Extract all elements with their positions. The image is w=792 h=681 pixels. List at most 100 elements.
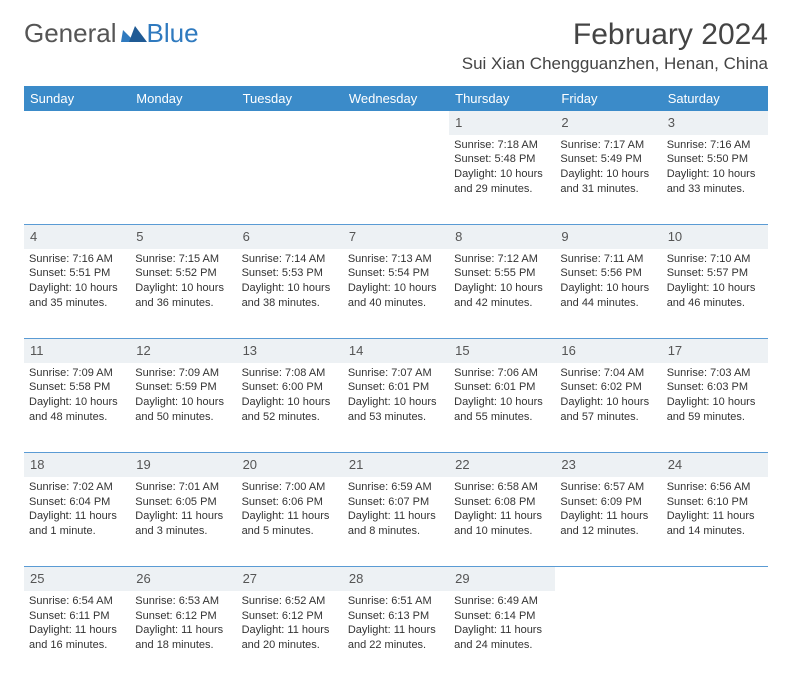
- sunrise-text: Sunrise: 7:16 AM: [667, 138, 763, 153]
- daylight-text: and 38 minutes.: [242, 296, 338, 311]
- day-number: 13: [237, 339, 343, 363]
- daylight-text: and 3 minutes.: [135, 524, 231, 539]
- day-cell: Sunrise: 7:18 AMSunset: 5:48 PMDaylight:…: [449, 135, 555, 225]
- sunrise-text: Sunrise: 6:51 AM: [348, 594, 444, 609]
- sunrise-text: Sunrise: 7:01 AM: [135, 480, 231, 495]
- day-cell: [343, 135, 449, 225]
- sunrise-text: Sunrise: 6:56 AM: [667, 480, 763, 495]
- day-number: 27: [237, 567, 343, 591]
- day-cell: Sunrise: 7:01 AMSunset: 6:05 PMDaylight:…: [130, 477, 236, 567]
- daylight-text: Daylight: 11 hours: [29, 623, 125, 638]
- day-number: 29: [449, 567, 555, 591]
- day-number: 24: [662, 453, 768, 477]
- daylight-text: and 35 minutes.: [29, 296, 125, 311]
- sunrise-text: Sunrise: 6:59 AM: [348, 480, 444, 495]
- sunset-text: Sunset: 6:12 PM: [242, 609, 338, 624]
- day-cell: Sunrise: 6:59 AMSunset: 6:07 PMDaylight:…: [343, 477, 449, 567]
- daylight-text: Daylight: 11 hours: [29, 509, 125, 524]
- daylight-text: and 59 minutes.: [667, 410, 763, 425]
- daylight-text: and 8 minutes.: [348, 524, 444, 539]
- sunrise-text: Sunrise: 7:12 AM: [454, 252, 550, 267]
- daylight-text: Daylight: 10 hours: [242, 281, 338, 296]
- day-number: 12: [130, 339, 236, 363]
- day-number: 28: [343, 567, 449, 591]
- day-number: [130, 111, 236, 135]
- day-number: [343, 111, 449, 135]
- sunset-text: Sunset: 5:50 PM: [667, 152, 763, 167]
- sunset-text: Sunset: 6:10 PM: [667, 495, 763, 510]
- day-number: 22: [449, 453, 555, 477]
- daylight-text: Daylight: 10 hours: [560, 167, 656, 182]
- daylight-text: Daylight: 10 hours: [454, 167, 550, 182]
- sunset-text: Sunset: 5:58 PM: [29, 380, 125, 395]
- day-cell: Sunrise: 7:10 AMSunset: 5:57 PMDaylight:…: [662, 249, 768, 339]
- daylight-text: Daylight: 10 hours: [667, 167, 763, 182]
- day-cell: Sunrise: 7:02 AMSunset: 6:04 PMDaylight:…: [24, 477, 130, 567]
- sunrise-text: Sunrise: 7:17 AM: [560, 138, 656, 153]
- day-cell: [130, 135, 236, 225]
- sunrise-text: Sunrise: 7:09 AM: [29, 366, 125, 381]
- daylight-text: Daylight: 10 hours: [135, 395, 231, 410]
- sunrise-text: Sunrise: 7:07 AM: [348, 366, 444, 381]
- daylight-text: and 16 minutes.: [29, 638, 125, 653]
- day-number: 7: [343, 225, 449, 249]
- day-cell: Sunrise: 6:57 AMSunset: 6:09 PMDaylight:…: [555, 477, 661, 567]
- sunset-text: Sunset: 5:55 PM: [454, 266, 550, 281]
- sunset-text: Sunset: 5:52 PM: [135, 266, 231, 281]
- sunset-text: Sunset: 5:54 PM: [348, 266, 444, 281]
- sunrise-text: Sunrise: 6:57 AM: [560, 480, 656, 495]
- calendar-table: SundayMondayTuesdayWednesdayThursdayFrid…: [24, 86, 768, 681]
- day-header: Sunday: [24, 86, 130, 111]
- sunrise-text: Sunrise: 7:08 AM: [242, 366, 338, 381]
- daylight-text: Daylight: 10 hours: [29, 281, 125, 296]
- daynum-row: 123: [24, 111, 768, 135]
- sunset-text: Sunset: 5:57 PM: [667, 266, 763, 281]
- day-number: 6: [237, 225, 343, 249]
- sunset-text: Sunset: 6:02 PM: [560, 380, 656, 395]
- day-number: 10: [662, 225, 768, 249]
- daylight-text: Daylight: 10 hours: [29, 395, 125, 410]
- daylight-text: and 36 minutes.: [135, 296, 231, 311]
- daylight-text: Daylight: 11 hours: [135, 509, 231, 524]
- sunrise-text: Sunrise: 7:03 AM: [667, 366, 763, 381]
- daylight-text: and 14 minutes.: [667, 524, 763, 539]
- daylight-text: and 44 minutes.: [560, 296, 656, 311]
- daylight-text: Daylight: 10 hours: [135, 281, 231, 296]
- daylight-text: Daylight: 11 hours: [348, 509, 444, 524]
- daylight-text: Daylight: 10 hours: [242, 395, 338, 410]
- sunrise-text: Sunrise: 7:16 AM: [29, 252, 125, 267]
- sunrise-text: Sunrise: 7:00 AM: [242, 480, 338, 495]
- day-number: 15: [449, 339, 555, 363]
- day-number: 17: [662, 339, 768, 363]
- day-cell: [662, 591, 768, 681]
- sunset-text: Sunset: 5:51 PM: [29, 266, 125, 281]
- daylight-text: Daylight: 10 hours: [667, 281, 763, 296]
- day-number: 21: [343, 453, 449, 477]
- day-number: 1: [449, 111, 555, 135]
- day-cell: Sunrise: 6:53 AMSunset: 6:12 PMDaylight:…: [130, 591, 236, 681]
- sunset-text: Sunset: 6:03 PM: [667, 380, 763, 395]
- daylight-text: Daylight: 11 hours: [242, 509, 338, 524]
- day-number: [24, 111, 130, 135]
- day-cell: Sunrise: 6:58 AMSunset: 6:08 PMDaylight:…: [449, 477, 555, 567]
- daylight-text: Daylight: 11 hours: [667, 509, 763, 524]
- day-cell: Sunrise: 7:13 AMSunset: 5:54 PMDaylight:…: [343, 249, 449, 339]
- week-content-row: Sunrise: 7:16 AMSunset: 5:51 PMDaylight:…: [24, 249, 768, 339]
- daylight-text: Daylight: 11 hours: [242, 623, 338, 638]
- day-cell: Sunrise: 7:03 AMSunset: 6:03 PMDaylight:…: [662, 363, 768, 453]
- daylight-text: Daylight: 11 hours: [135, 623, 231, 638]
- day-number: 4: [24, 225, 130, 249]
- daylight-text: Daylight: 10 hours: [560, 395, 656, 410]
- daylight-text: and 1 minute.: [29, 524, 125, 539]
- sunset-text: Sunset: 6:14 PM: [454, 609, 550, 624]
- day-cell: Sunrise: 7:12 AMSunset: 5:55 PMDaylight:…: [449, 249, 555, 339]
- day-cell: Sunrise: 7:16 AMSunset: 5:51 PMDaylight:…: [24, 249, 130, 339]
- sunset-text: Sunset: 6:06 PM: [242, 495, 338, 510]
- day-cell: Sunrise: 7:04 AMSunset: 6:02 PMDaylight:…: [555, 363, 661, 453]
- daylight-text: and 55 minutes.: [454, 410, 550, 425]
- daylight-text: and 5 minutes.: [242, 524, 338, 539]
- daylight-text: and 46 minutes.: [667, 296, 763, 311]
- daylight-text: Daylight: 11 hours: [454, 509, 550, 524]
- day-header: Thursday: [449, 86, 555, 111]
- daylight-text: and 22 minutes.: [348, 638, 444, 653]
